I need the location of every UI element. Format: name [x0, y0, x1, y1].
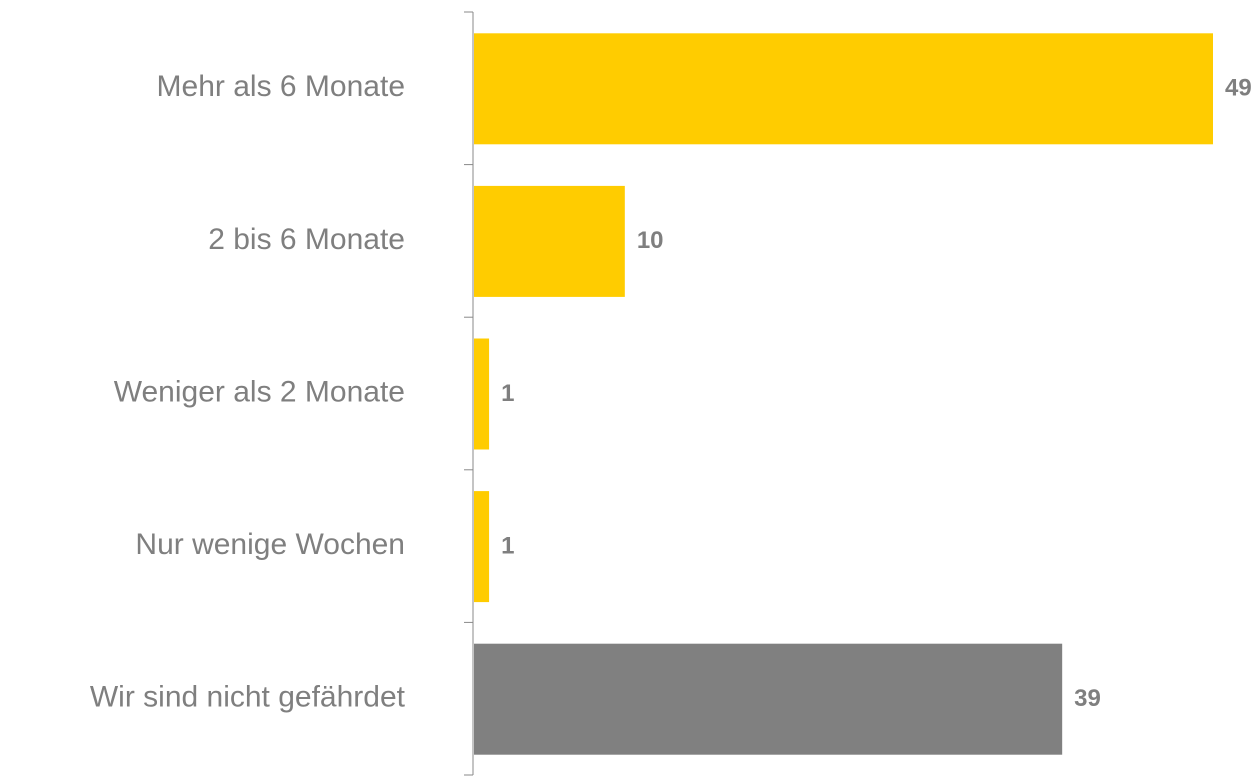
- category-label: Mehr als 6 Monate: [157, 70, 405, 103]
- category-label: 2 bis 6 Monate: [208, 223, 405, 256]
- value-label: 10: [637, 227, 664, 254]
- bar: [474, 643, 1063, 755]
- category-label: Wir sind nicht gefährdet: [90, 681, 406, 714]
- value-label: 1: [501, 532, 514, 559]
- value-label: 1: [501, 380, 514, 407]
- category-label: Weniger als 2 Monate: [114, 375, 405, 408]
- bar: [474, 491, 490, 603]
- bar: [474, 33, 1213, 145]
- value-label: 49: [1225, 75, 1252, 102]
- bar: [474, 338, 490, 450]
- value-label: 39: [1074, 685, 1101, 712]
- bar: [474, 185, 625, 297]
- category-label: Nur wenige Wochen: [135, 528, 405, 561]
